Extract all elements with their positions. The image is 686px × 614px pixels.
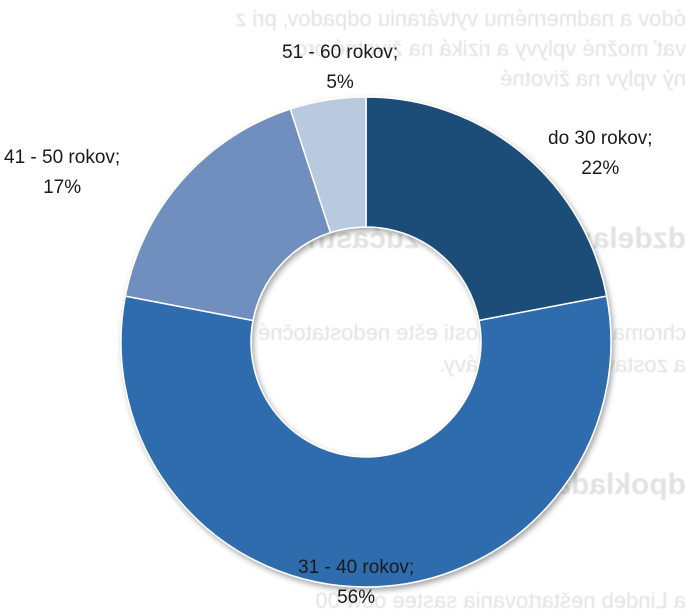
slice-value-label: 56% (337, 587, 376, 608)
slice-label-3: 41 - 50 rokov; 17% (4, 143, 120, 203)
slice-category-label: do 30 rokov; (548, 128, 653, 149)
slice-value-label: 22% (581, 158, 620, 179)
donut-slice-4 (289, 96, 367, 234)
slice-label-4: 51 - 60 rokov; 5% (282, 38, 398, 98)
slice-category-label: 51 - 60 rokov; (282, 42, 399, 63)
slice-label-1: do 30 rokov; 22% (548, 124, 653, 184)
donut-slice-3 (124, 108, 332, 322)
donut-slice-2 (120, 295, 612, 588)
slice-value-label: 5% (326, 72, 354, 93)
slice-label-2: 31 - 40 rokov; 56% (298, 553, 414, 613)
slice-category-label: 41 - 50 rokov; (4, 147, 121, 168)
slice-category-label: 31 - 40 rokov; (298, 557, 415, 578)
slice-value-label: 17% (43, 177, 82, 198)
donut-slice-1 (365, 96, 608, 322)
